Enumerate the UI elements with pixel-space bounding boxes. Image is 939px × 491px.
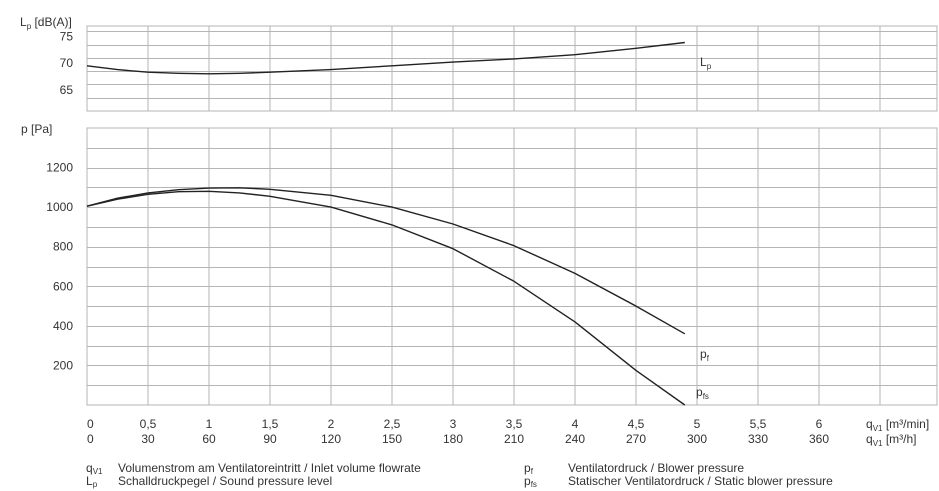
pressure-panel-ytick-label: 400 <box>53 319 73 333</box>
sound-panel-ytick-label: 65 <box>60 83 74 97</box>
x-tick-label-min: 1 <box>206 417 213 431</box>
x-tick-label-h: 300 <box>687 432 707 446</box>
legend-qv1: qV1 Volumenstrom am Ventilatoreintritt / … <box>86 461 421 476</box>
x-tick-label-min: 0 <box>87 417 94 431</box>
series-label-lp: Lp <box>700 55 712 71</box>
x-tick-label-min: 1,5 <box>262 417 279 431</box>
x-tick-label-h: 60 <box>202 432 216 446</box>
x-tick-label-min: 5,5 <box>750 417 767 431</box>
pressure-panel-ytick-label: 1000 <box>46 200 73 214</box>
x-tick-label-min: 3 <box>450 417 457 431</box>
sound-panel-ytick-label: 70 <box>60 56 74 70</box>
pressure-panel-series-pfs-line <box>86 190 686 406</box>
pressure-panel-frame <box>86 127 938 406</box>
pressure-panel-ytick-label: 600 <box>53 279 73 293</box>
x-tick-label-min: 5 <box>694 417 701 431</box>
pressure-panel-ytick-label: 200 <box>53 358 73 372</box>
legend-lp: Lp Schalldruckpegel / Sound pressure leve… <box>86 474 333 489</box>
sound-axis-label: Lp [dB(A)] <box>20 15 72 31</box>
legend-pfs: pfs Statischer Ventilatordruck / Static b… <box>524 474 833 489</box>
series-label-pfs: pfs <box>696 385 709 401</box>
x-tick-label-min: 4 <box>572 417 579 431</box>
tick-labels: 65707520040060080010001200000,5301601,59… <box>46 30 829 446</box>
x-tick-label-h: 180 <box>443 432 463 446</box>
x-tick-label-h: 30 <box>141 432 155 446</box>
x-tick-label-h: 240 <box>565 432 585 446</box>
pressure-panel-ytick-label: 1200 <box>46 161 73 175</box>
x-tick-label-h: 270 <box>626 432 646 446</box>
x-tick-label-min: 2,5 <box>384 417 401 431</box>
pressure-panel-series-pf-line <box>86 187 686 335</box>
x-tick-label-h: 90 <box>263 432 277 446</box>
x-tick-label-min: 2 <box>328 417 335 431</box>
pressure-panel-ytick-label: 800 <box>53 240 73 254</box>
pressure-axis-label: p [Pa] <box>21 122 52 136</box>
x-tick-label-min: 4,5 <box>628 417 645 431</box>
x-tick-label-h: 120 <box>321 432 341 446</box>
curves <box>86 41 686 406</box>
x-tick-label-h: 150 <box>382 432 402 446</box>
sound-panel-series-Lp-line <box>86 41 685 75</box>
x-tick-label-h: 360 <box>809 432 829 446</box>
x-tick-label-min: 6 <box>816 417 823 431</box>
series-label-pf: pf <box>700 347 710 363</box>
x-tick-label-h: 330 <box>748 432 768 446</box>
x-axis-label-h: qV1 [m³/h] <box>866 432 917 448</box>
x-tick-label-h: 0 <box>87 432 94 446</box>
x-tick-label-h: 210 <box>504 432 524 446</box>
grid-lines <box>86 25 938 406</box>
sound-panel-ytick-label: 75 <box>60 30 74 44</box>
sound-panel-frame <box>86 25 938 112</box>
x-tick-label-min: 3,5 <box>506 417 523 431</box>
legend-pf: pf Ventilatordruck / Blower pressure <box>524 461 745 476</box>
x-tick-label-min: 0,5 <box>140 417 157 431</box>
x-axis-label-min: qV1 [m³/min] <box>866 417 929 433</box>
